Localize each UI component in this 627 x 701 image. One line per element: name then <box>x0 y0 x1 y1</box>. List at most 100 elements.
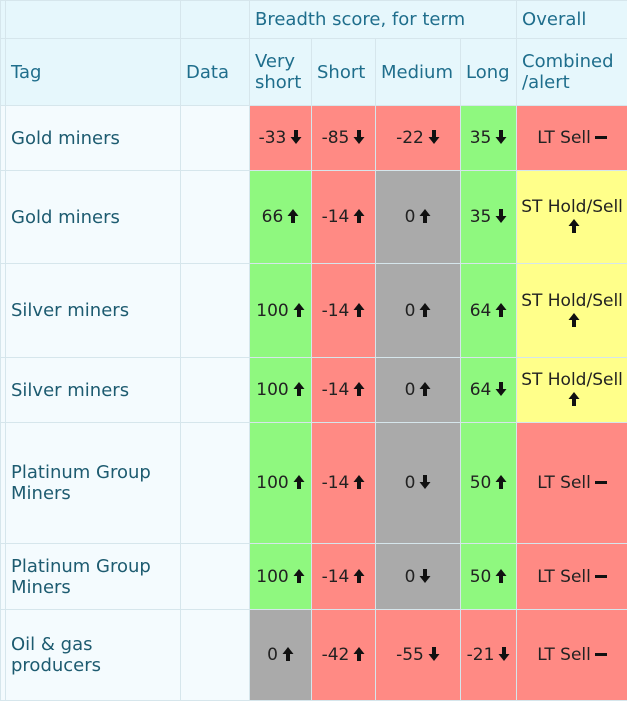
trend-arrow <box>428 646 440 662</box>
data-cell <box>181 106 250 171</box>
score-cell: 0 <box>376 358 461 423</box>
trend-arrow <box>293 381 305 397</box>
score-cell: 50 <box>461 423 517 544</box>
combined-cell: ST Hold/Sell <box>517 358 627 423</box>
score-cell: 64 <box>461 358 517 423</box>
tag-cell: Silver miners <box>6 264 181 358</box>
trend-arrow <box>595 646 607 662</box>
score-cell: -14 <box>312 423 376 544</box>
column-header: Medium <box>376 39 461 106</box>
score-value: 0 <box>267 645 278 665</box>
trend-arrow <box>495 129 507 145</box>
trend-arrow <box>568 218 580 234</box>
score-value: 66 <box>262 207 284 227</box>
table-row: Silver miners 100 -14 0 64 ST Hold/Sell <box>1 264 627 358</box>
combined-cell: LT Sell <box>517 423 627 544</box>
score-cell: -85 <box>312 106 376 171</box>
trend-arrow <box>568 312 580 328</box>
score-cell: -14 <box>312 358 376 423</box>
trend-arrow <box>282 646 294 662</box>
trend-arrow <box>495 208 507 224</box>
score-cell: 100 <box>250 544 312 610</box>
trend-arrow <box>595 129 607 145</box>
score-cell: 0 <box>376 544 461 610</box>
alert-text: LT Sell <box>537 128 591 148</box>
tag-cell: Silver miners <box>6 358 181 423</box>
combined-cell: LT Sell <box>517 106 627 171</box>
trend-arrow <box>293 474 305 490</box>
score-value: 64 <box>470 380 492 400</box>
score-value: 0 <box>405 567 416 587</box>
data-cell <box>181 423 250 544</box>
score-cell: -42 <box>312 610 376 701</box>
alert-text: LT Sell <box>537 645 591 665</box>
trend-arrow <box>290 129 302 145</box>
score-value: -14 <box>322 380 350 400</box>
score-value: 35 <box>470 207 492 227</box>
score-value: 0 <box>405 207 416 227</box>
combined-cell: LT Sell <box>517 544 627 610</box>
score-cell: 0 <box>376 264 461 358</box>
score-value: 100 <box>256 567 288 587</box>
trend-arrow <box>568 391 580 407</box>
alert-text: ST Hold/Sell <box>521 370 623 390</box>
score-cell: -33 <box>250 106 312 171</box>
score-cell: 64 <box>461 264 517 358</box>
data-cell <box>181 264 250 358</box>
score-cell: 0 <box>376 423 461 544</box>
score-value: 50 <box>470 473 492 493</box>
data-cell <box>181 544 250 610</box>
score-cell: 35 <box>461 171 517 264</box>
data-cell <box>181 171 250 264</box>
header-cell <box>6 1 181 39</box>
trend-arrow <box>498 646 510 662</box>
column-header: Long <box>461 39 517 106</box>
score-value: 0 <box>405 301 416 321</box>
score-cell: 0 <box>376 171 461 264</box>
column-header: Data <box>181 39 250 106</box>
alert-text: LT Sell <box>537 567 591 587</box>
tag-cell: Oil & gas producers <box>6 610 181 701</box>
score-value: -14 <box>322 207 350 227</box>
score-cell: 100 <box>250 423 312 544</box>
score-value: 100 <box>256 301 288 321</box>
trend-arrow <box>293 568 305 584</box>
data-cell <box>181 610 250 701</box>
score-value: -33 <box>259 128 287 148</box>
column-header: Short <box>312 39 376 106</box>
group-header: Breadth score, for term <box>250 1 517 39</box>
trend-arrow <box>287 208 299 224</box>
trend-arrow <box>419 381 431 397</box>
trend-arrow <box>353 474 365 490</box>
trend-arrow <box>419 302 431 318</box>
score-cell: 0 <box>250 610 312 701</box>
score-value: -14 <box>322 567 350 587</box>
score-value: 64 <box>470 301 492 321</box>
trend-arrow <box>595 474 607 490</box>
score-value: -42 <box>322 645 350 665</box>
score-cell: 50 <box>461 544 517 610</box>
alert-text: ST Hold/Sell <box>521 197 623 217</box>
tag-cell: Platinum Group Miners <box>6 423 181 544</box>
trend-arrow <box>353 381 365 397</box>
score-value: -14 <box>322 301 350 321</box>
score-cell: -55 <box>376 610 461 701</box>
trend-arrow <box>353 302 365 318</box>
column-header: Very short <box>250 39 312 106</box>
score-cell: 66 <box>250 171 312 264</box>
trend-arrow <box>419 208 431 224</box>
trend-arrow <box>495 474 507 490</box>
tag-cell: Gold miners <box>6 171 181 264</box>
trend-arrow <box>293 302 305 318</box>
score-cell: -14 <box>312 544 376 610</box>
trend-arrow <box>495 568 507 584</box>
score-value: -55 <box>396 645 424 665</box>
score-cell: -22 <box>376 106 461 171</box>
score-cell: 35 <box>461 106 517 171</box>
combined-cell: LT Sell <box>517 610 627 701</box>
alert-text: ST Hold/Sell <box>521 291 623 311</box>
